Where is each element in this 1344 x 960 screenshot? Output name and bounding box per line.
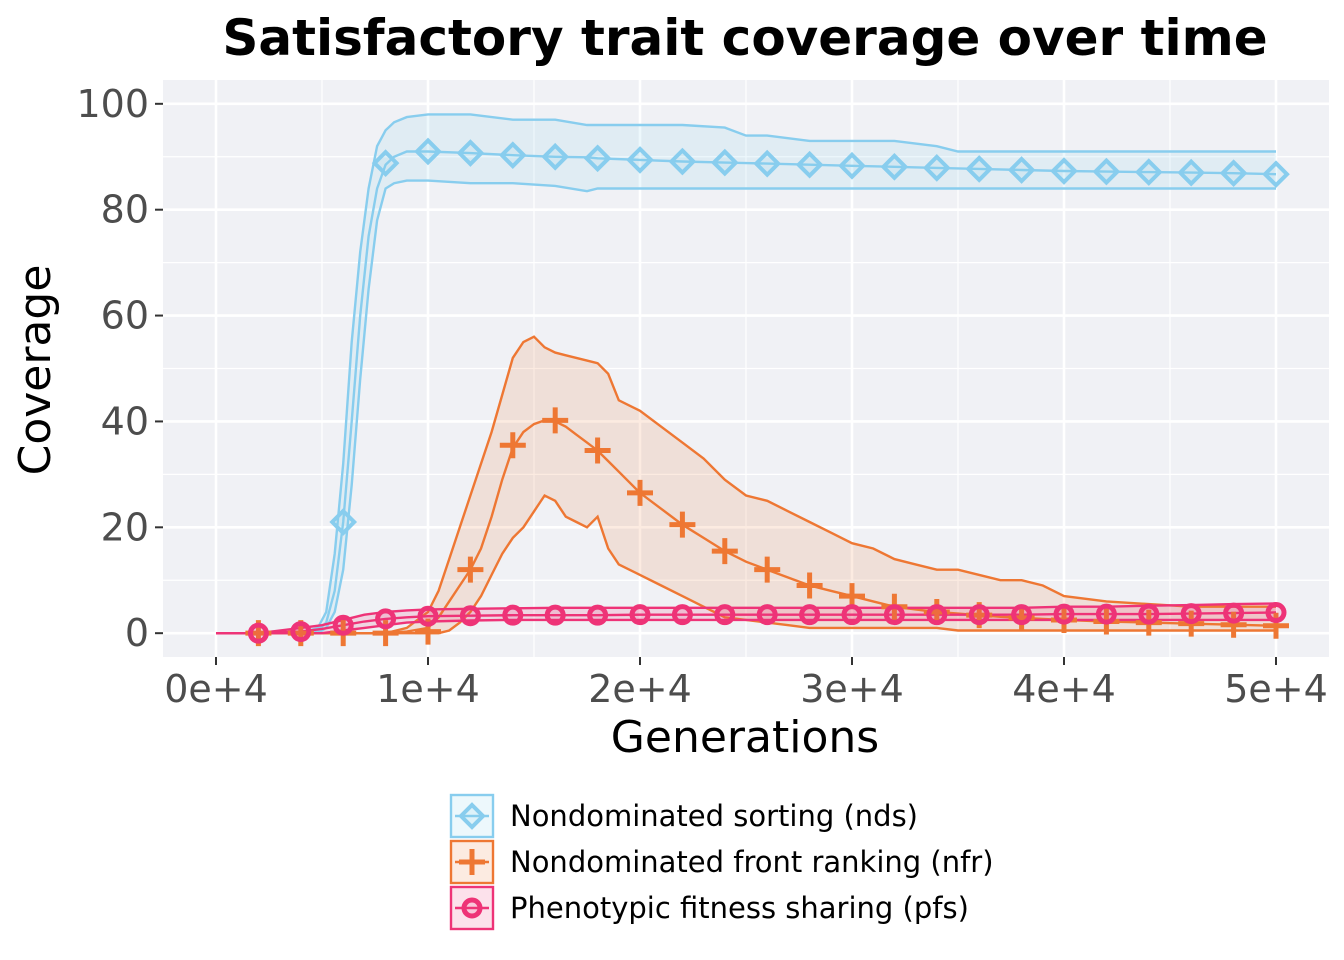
y-tick-label: 80 <box>101 188 149 232</box>
marker-series-0 <box>498 141 527 169</box>
legend: Nondominated sorting (nds) Nondominated f… <box>449 793 994 931</box>
y-tick-label: 0 <box>125 611 149 655</box>
marker-series-0 <box>1219 159 1248 187</box>
legend-label-series-2: Phenotypic fitness sharing (pfs) <box>510 891 969 925</box>
confidence-bands <box>216 114 1276 634</box>
marker-series-0 <box>1007 156 1036 184</box>
y-tick-label: 100 <box>76 82 149 126</box>
marker-series-1 <box>1220 611 1247 638</box>
marker-series-2 <box>544 604 566 626</box>
marker-series-2 <box>247 622 269 644</box>
marker-series-2 <box>587 604 609 626</box>
y-tick-label: 60 <box>101 294 149 338</box>
marker-series-2 <box>1053 603 1075 625</box>
upper-line-series-0 <box>216 113 1276 635</box>
marker-series-2 <box>417 605 439 627</box>
legend-marker-series-1 <box>459 849 485 875</box>
marker-series-0 <box>753 149 782 178</box>
band-series-1 <box>216 336 1276 634</box>
marker-series-0 <box>710 148 739 177</box>
median-line-series-0 <box>216 150 1277 635</box>
upper-line-series-1 <box>216 335 1276 635</box>
marker-series-2 <box>1138 603 1160 625</box>
legend-marker-series-2 <box>461 897 483 919</box>
marker-series-2 <box>1180 603 1202 625</box>
median-line-series-2 <box>216 611 1277 635</box>
y-tick-label: 20 <box>101 505 149 549</box>
chart-title: Satisfactory trait coverage over time <box>222 9 1267 67</box>
series-markers <box>245 137 1290 647</box>
grid <box>163 80 1329 657</box>
marker-series-2 <box>332 614 354 636</box>
x-tick-label: 0e+4 <box>164 667 268 711</box>
x-tick-label: 5e+4 <box>1224 667 1328 711</box>
legend-marker-series-0 <box>458 802 486 830</box>
marker-series-0 <box>626 146 654 174</box>
axes: 0e+4 1e+4 2e+4 3e+4 4e+4 5e+4 0 20 40 60 80 100 <box>76 82 1327 711</box>
marker-series-2 <box>756 604 778 626</box>
marker-series-1 <box>457 556 484 583</box>
marker-series-0 <box>1177 158 1206 187</box>
marker-series-0 <box>1134 158 1163 186</box>
marker-series-2 <box>1265 602 1287 624</box>
x-axis-title: Generations <box>611 712 879 763</box>
marker-series-0 <box>668 147 697 176</box>
band-series-2 <box>216 603 1276 634</box>
marker-series-2 <box>375 608 397 630</box>
band-series-0 <box>216 114 1276 634</box>
marker-series-2 <box>714 604 736 626</box>
marker-series-2 <box>671 604 693 626</box>
marker-series-0 <box>965 155 994 183</box>
marker-series-0 <box>880 152 909 181</box>
marker-series-1 <box>627 479 653 506</box>
marker-series-1 <box>499 432 526 459</box>
marker-series-0 <box>1050 157 1078 185</box>
marker-series-2 <box>629 604 651 626</box>
legend-label-series-0: Nondominated sorting (nds) <box>510 799 918 833</box>
marker-series-1 <box>711 538 738 565</box>
marker-series-1 <box>669 511 696 538</box>
marker-series-2 <box>1223 602 1245 624</box>
marker-series-0 <box>541 142 570 171</box>
marker-series-0 <box>1092 157 1121 186</box>
lower-line-series-2 <box>216 618 1276 635</box>
marker-series-2 <box>883 604 905 626</box>
y-axis-title: Coverage <box>10 265 61 476</box>
x-tick-label: 4e+4 <box>1012 667 1116 711</box>
legend-label-series-1: Nondominated front ranking (nfr) <box>510 845 994 879</box>
marker-series-0 <box>371 149 400 177</box>
marker-series-0 <box>456 139 485 167</box>
marker-series-1 <box>754 556 781 583</box>
marker-series-1 <box>584 437 611 464</box>
x-tick-label: 1e+4 <box>376 667 480 711</box>
lower-line-series-1 <box>216 493 1276 635</box>
y-tick-label: 40 <box>101 399 149 443</box>
marker-series-0 <box>1262 160 1290 189</box>
marker-series-2 <box>841 604 863 626</box>
marker-series-0 <box>795 150 824 179</box>
marker-series-0 <box>414 137 442 166</box>
marker-series-2 <box>799 604 821 626</box>
marker-series-2 <box>926 604 948 626</box>
marker-series-2 <box>290 621 312 643</box>
marker-series-0 <box>922 154 951 182</box>
series-lines <box>216 113 1277 635</box>
marker-series-2 <box>1095 603 1117 625</box>
marker-series-1 <box>542 407 569 434</box>
marker-series-2 <box>502 604 524 626</box>
marker-series-1 <box>1263 612 1289 639</box>
marker-series-0 <box>329 508 358 536</box>
marker-series-2 <box>1011 604 1033 626</box>
marker-series-0 <box>838 151 866 180</box>
x-tick-label: 2e+4 <box>588 667 692 711</box>
x-tick-label: 3e+4 <box>800 667 904 711</box>
lower-line-series-0 <box>216 179 1276 635</box>
marker-series-2 <box>459 605 481 627</box>
marker-series-1 <box>796 572 823 599</box>
marker-series-2 <box>968 604 990 626</box>
marker-series-0 <box>583 144 612 173</box>
